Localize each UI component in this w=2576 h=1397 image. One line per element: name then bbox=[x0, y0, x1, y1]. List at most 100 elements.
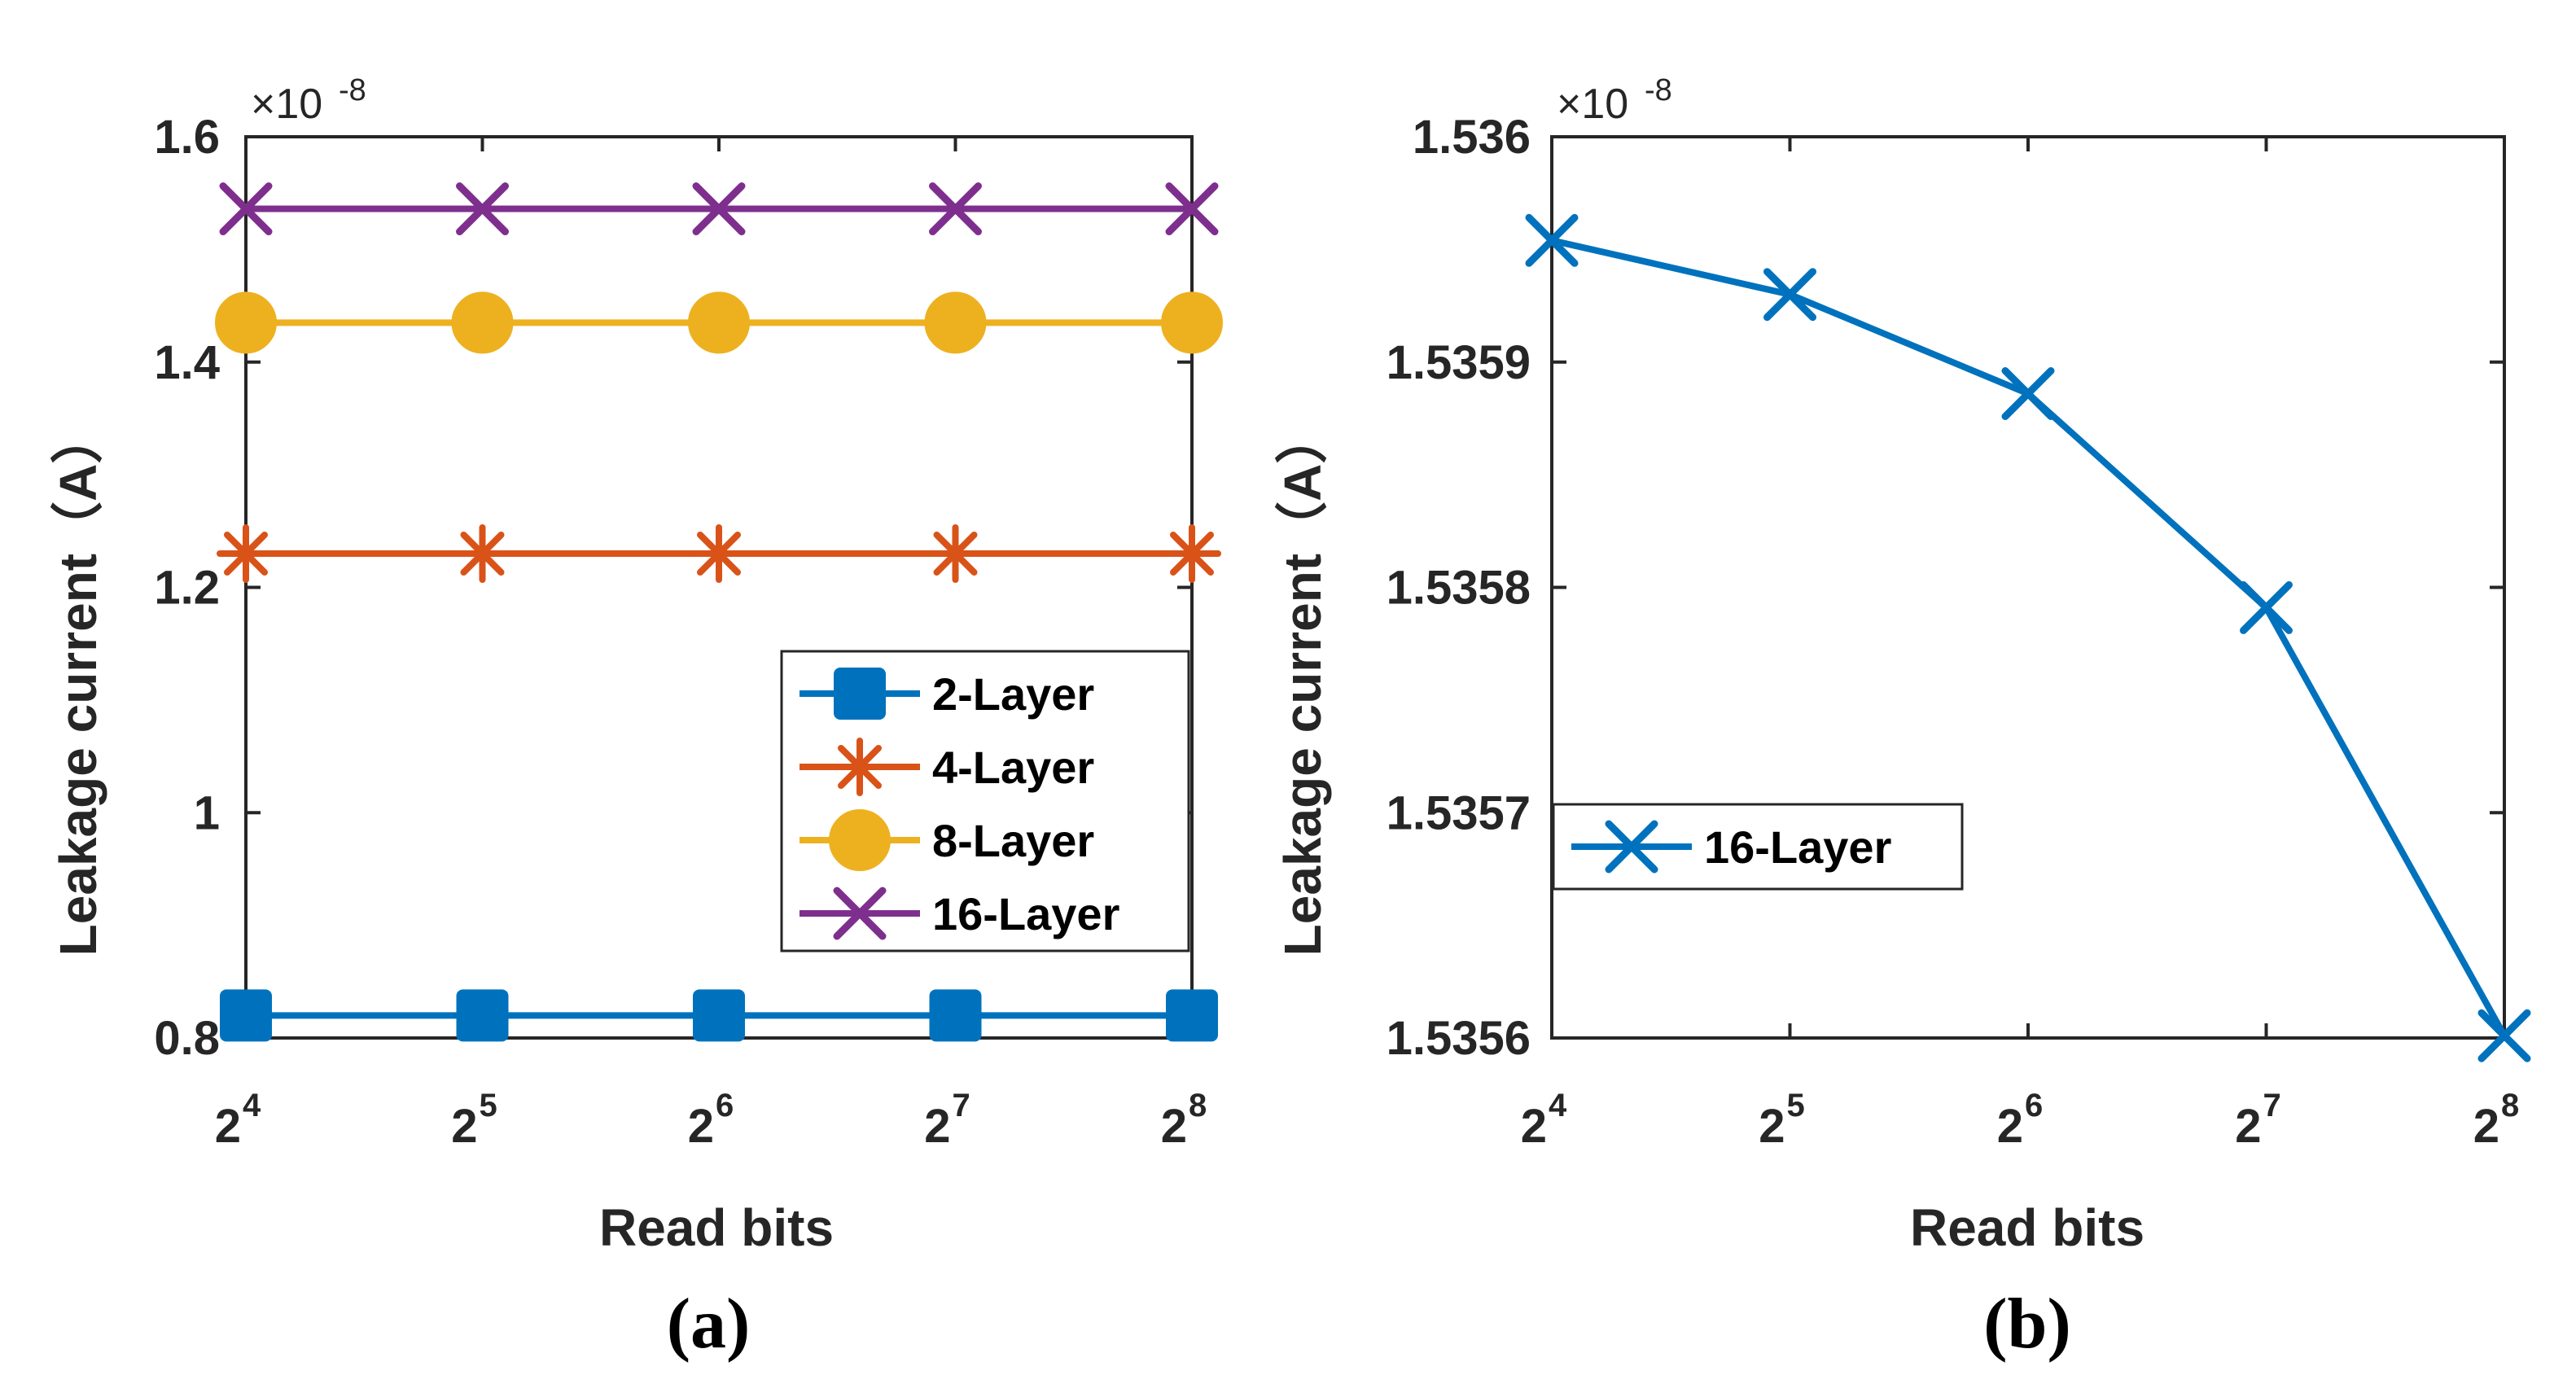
data-point-shape bbox=[693, 989, 745, 1042]
x-tick-base: 2 bbox=[1161, 1100, 1187, 1153]
x-tick-exponent: 5 bbox=[1787, 1088, 1805, 1123]
x-tick-base: 2 bbox=[2473, 1100, 2499, 1153]
y-tick-label: 1.5358 bbox=[1387, 562, 1531, 615]
x-tick-base: 2 bbox=[215, 1100, 241, 1153]
series-16-Layer bbox=[219, 182, 1219, 236]
legend: 2-Layer 4-Layer 8-Layer 16-Layer bbox=[780, 650, 1190, 952]
data-point-shape bbox=[215, 291, 277, 354]
x-tick-base: 2 bbox=[1759, 1100, 1785, 1153]
data-point-shape bbox=[456, 182, 509, 236]
data-point-shape bbox=[692, 182, 746, 236]
data-point bbox=[688, 291, 750, 354]
series-line bbox=[1551, 237, 2508, 1038]
data-point bbox=[929, 989, 982, 1042]
x-tick-exponent: 8 bbox=[1189, 1088, 1207, 1123]
data-point-shape bbox=[688, 291, 750, 354]
x-tick-exponent: 4 bbox=[1549, 1088, 1567, 1123]
legend-marker bbox=[830, 738, 889, 796]
series-16-Layer bbox=[1525, 213, 2531, 1062]
legend-marker-shape bbox=[830, 738, 889, 796]
data-point bbox=[453, 523, 512, 583]
legend-marker-shape bbox=[829, 809, 891, 871]
y-tick-label: 0.8 bbox=[154, 1012, 220, 1065]
y-tick-label: 1.5357 bbox=[1387, 786, 1531, 839]
data-point bbox=[690, 523, 748, 583]
legend-label: 8-Layer bbox=[932, 815, 1094, 866]
data-point bbox=[219, 182, 273, 236]
data-point-shape bbox=[1525, 213, 1579, 267]
data-point bbox=[1525, 213, 1579, 267]
data-point-shape bbox=[926, 523, 985, 583]
legend-item: 2-Layer bbox=[800, 668, 1094, 720]
x-tick-base: 2 bbox=[1997, 1100, 2023, 1153]
legend-label: 16-Layer bbox=[932, 888, 1119, 939]
data-point bbox=[220, 989, 272, 1042]
data-point bbox=[926, 523, 985, 583]
legend-item: 4-Layer bbox=[800, 738, 1094, 796]
legend-label: 16-Layer bbox=[1704, 821, 1891, 873]
data-point bbox=[451, 291, 514, 354]
legend-marker bbox=[834, 668, 886, 720]
legend: 16-Layer bbox=[1552, 803, 1964, 891]
data-point-shape bbox=[1161, 291, 1223, 354]
x-tick-base: 2 bbox=[1521, 1100, 1547, 1153]
x-tick-base: 2 bbox=[924, 1100, 950, 1153]
data-point bbox=[692, 182, 746, 236]
y-multiplier: ×10 -8 bbox=[251, 73, 366, 128]
legend-marker-shape bbox=[1605, 820, 1658, 874]
y-tick-label: 1 bbox=[194, 786, 220, 839]
data-point bbox=[217, 523, 275, 583]
data-point-shape bbox=[2477, 1009, 2531, 1062]
data-point bbox=[1161, 291, 1223, 354]
x-axis-label: Read bits bbox=[599, 1198, 834, 1257]
data-point-shape bbox=[456, 989, 509, 1042]
x-tick-exponent: 4 bbox=[243, 1088, 261, 1123]
data-point-shape bbox=[217, 523, 275, 583]
y-axis-label: Leakage current（A） bbox=[49, 412, 107, 957]
data-point bbox=[1166, 989, 1218, 1042]
legend-label: 2-Layer bbox=[932, 668, 1094, 720]
data-point-shape bbox=[1163, 523, 1221, 583]
x-tick-exponent: 6 bbox=[716, 1088, 734, 1123]
data-point bbox=[456, 989, 509, 1042]
data-point-shape bbox=[929, 989, 982, 1042]
data-point-shape bbox=[2240, 580, 2293, 634]
y-tick-label: 1.6 bbox=[154, 111, 220, 164]
series-2-Layer bbox=[220, 989, 1218, 1042]
x-tick-base: 2 bbox=[2235, 1100, 2261, 1153]
y-tick-label: 1.536 bbox=[1413, 111, 1531, 164]
y-axis-label: Leakage current（A） bbox=[1273, 412, 1332, 957]
data-point-shape bbox=[2001, 366, 2055, 420]
legend-marker bbox=[829, 809, 891, 871]
x-tick-exponent: 8 bbox=[2501, 1088, 2519, 1123]
y-tick-label: 1.5356 bbox=[1387, 1012, 1531, 1065]
legend-item: 16-Layer bbox=[800, 887, 1119, 940]
data-point-shape bbox=[1763, 268, 1816, 322]
y-multiplier-exponent: -8 bbox=[339, 73, 366, 107]
y-tick-label: 1.5359 bbox=[1387, 336, 1531, 389]
x-tick-base: 2 bbox=[451, 1100, 477, 1153]
data-point-shape bbox=[929, 182, 982, 236]
data-point bbox=[1763, 268, 1816, 322]
y-multiplier-base: ×10 bbox=[1557, 81, 1628, 128]
y-multiplier-base: ×10 bbox=[251, 81, 322, 128]
data-point-shape bbox=[690, 523, 748, 583]
legend-marker bbox=[1605, 820, 1658, 874]
data-point-shape bbox=[220, 989, 272, 1042]
data-point bbox=[2001, 366, 2055, 420]
y-tick-label: 1.2 bbox=[154, 562, 220, 615]
x-tick-exponent: 7 bbox=[2263, 1088, 2281, 1123]
data-point bbox=[929, 182, 982, 236]
